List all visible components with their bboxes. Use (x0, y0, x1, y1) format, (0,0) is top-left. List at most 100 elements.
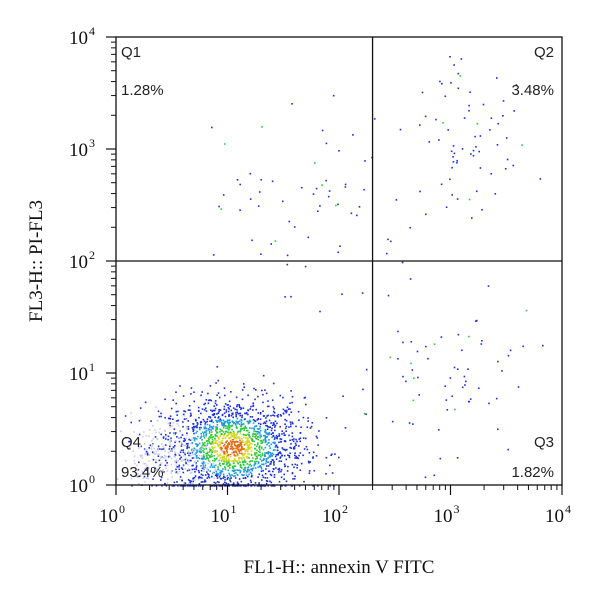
scatter-point (267, 461, 270, 463)
scatter-point (235, 455, 238, 457)
scatter-point (419, 190, 421, 193)
scatter-point (273, 441, 275, 444)
scatter-point (188, 454, 190, 457)
scatter-point (373, 118, 376, 120)
scatter-point (172, 446, 175, 448)
scatter-point (181, 459, 184, 462)
scatter-point (157, 438, 159, 441)
scatter-point (224, 437, 226, 439)
scatter-point (295, 425, 297, 428)
scatter-point (469, 91, 471, 93)
scatter-point (231, 443, 233, 446)
scatter-point (255, 445, 258, 448)
scatter-point (222, 442, 225, 445)
scatter-point (241, 398, 244, 401)
scatter-point (262, 410, 264, 412)
scatter-point (228, 478, 230, 480)
scatter-point (210, 429, 213, 431)
scatter-point (188, 469, 191, 471)
scatter-point (213, 477, 215, 480)
scatter-point (190, 480, 192, 482)
scatter-point (229, 459, 231, 462)
scatter-point (241, 414, 243, 417)
scatter-point (284, 449, 287, 452)
scatter-point (241, 455, 244, 457)
scatter-point (164, 454, 166, 457)
scatter-point (207, 402, 210, 405)
scatter-point (262, 448, 265, 451)
scatter-point (199, 428, 201, 431)
scatter-point (425, 345, 427, 348)
scatter-point (264, 422, 267, 424)
scatter-point (234, 477, 237, 479)
scatter-point (259, 464, 262, 467)
scatter-point (271, 452, 273, 454)
scatter-point (227, 431, 229, 433)
scatter-point (291, 432, 294, 434)
scatter-point (186, 432, 188, 434)
scatter-point (297, 410, 300, 413)
scatter-point (238, 478, 241, 480)
scatter-point (177, 452, 180, 455)
scatter-point (257, 412, 260, 414)
scatter-point (502, 100, 505, 102)
scatter-point (141, 457, 144, 459)
scatter-point (206, 440, 209, 442)
scatter-point (223, 412, 226, 414)
scatter-point (241, 427, 244, 430)
quadrant-percent-q3: 1.82% (511, 464, 554, 481)
scatter-point (291, 463, 294, 466)
scatter-point (240, 442, 242, 445)
scatter-point (201, 431, 204, 434)
scatter-point (266, 415, 268, 417)
scatter-point (172, 422, 175, 424)
scatter-point (260, 467, 263, 470)
scatter-point (206, 457, 208, 460)
scatter-point (262, 374, 265, 377)
scatter-point (244, 412, 246, 415)
scatter-point (274, 441, 276, 444)
scatter-point (161, 485, 163, 487)
scatter-point (288, 220, 291, 223)
scatter-point (175, 402, 177, 405)
scatter-point (219, 454, 222, 456)
scatter-point (246, 448, 249, 451)
scatter-point (210, 426, 213, 428)
scatter-point (257, 438, 259, 441)
scatter-point (277, 416, 279, 418)
scatter-point (417, 376, 419, 379)
scatter-point (257, 466, 260, 468)
scatter-point (249, 427, 251, 429)
scatter-point (141, 454, 143, 457)
scatter-point (209, 448, 211, 451)
scatter-point (335, 204, 337, 207)
scatter-point (268, 426, 271, 428)
scatter-point (178, 466, 180, 468)
scatter-point (249, 471, 252, 474)
scatter-point (259, 485, 261, 487)
scatter-point (274, 449, 276, 451)
scatter-point (244, 469, 246, 471)
y-tick-label: 101 (69, 360, 95, 385)
scatter-point (224, 479, 226, 481)
scatter-point (195, 468, 197, 471)
scatter-point (223, 405, 226, 408)
scatter-point (232, 465, 234, 468)
scatter-point (227, 410, 230, 413)
scatter-point (247, 433, 249, 436)
scatter-point (216, 366, 219, 368)
scatter-point (292, 422, 294, 425)
scatter-point (331, 453, 333, 456)
scatter-point (202, 474, 204, 476)
scatter-point (208, 432, 211, 434)
scatter-point (241, 460, 244, 463)
scatter-point (130, 412, 132, 414)
scatter-point (143, 481, 146, 483)
scatter-point (197, 406, 200, 409)
scatter-point (266, 436, 268, 438)
scatter-point (200, 425, 202, 427)
scatter-point (167, 451, 170, 454)
scatter-point (306, 426, 309, 428)
scatter-point (224, 460, 227, 462)
scatter-point (193, 468, 196, 470)
